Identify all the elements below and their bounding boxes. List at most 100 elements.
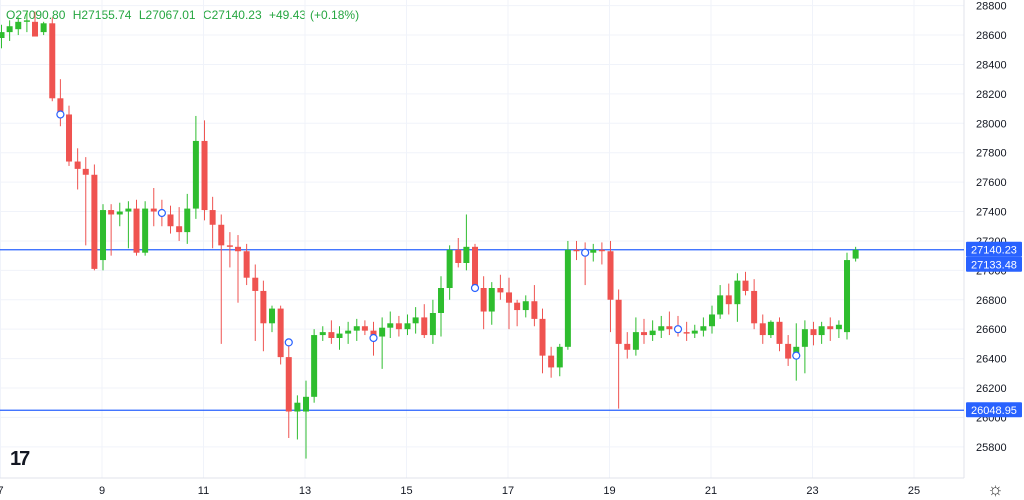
candle-down [66, 114, 73, 162]
candle-down [201, 140, 208, 211]
candle-up [379, 327, 386, 337]
candle-up [649, 330, 656, 336]
close-label: C [202, 8, 212, 22]
candle-down [74, 161, 81, 169]
candle-down [32, 21, 39, 37]
candle-down [615, 299, 622, 344]
candle-down [176, 226, 183, 233]
x-tick-label: 17 [502, 485, 514, 497]
high-label: H [72, 8, 82, 22]
candle-down [243, 251, 250, 278]
candle-up [336, 333, 343, 338]
y-tick-label: 25800 [976, 442, 1007, 454]
candle-up [438, 288, 445, 313]
y-tick-label: 28200 [976, 89, 1007, 101]
change-value: +49.43 [269, 8, 307, 22]
candle-down [683, 332, 690, 334]
candle-down [277, 308, 284, 358]
candle-down [514, 302, 521, 311]
y-tick-label: 26400 [976, 354, 1007, 366]
candle-up [556, 346, 563, 368]
candle-down [361, 326, 368, 331]
candle-down [209, 210, 216, 225]
candle-up [691, 330, 698, 334]
candle-up [734, 280, 741, 305]
candle-up [404, 323, 411, 330]
candle-down [133, 208, 140, 253]
candle-up [446, 249, 453, 288]
candle-up [303, 396, 310, 412]
candle-down [751, 290, 758, 324]
change-percent: (+0.18%) [310, 8, 360, 22]
candle-down [285, 357, 292, 412]
candle-down [742, 280, 749, 291]
y-tick-label: 28800 [976, 1, 1007, 13]
candle-down [641, 332, 648, 336]
y-tick-label: 28600 [976, 30, 1007, 42]
candle-down [57, 98, 64, 115]
candle-down [49, 23, 56, 99]
current-price-label: 27133.48 [971, 260, 1017, 272]
low-value: 27067.01 [145, 8, 196, 22]
candle-up [0, 32, 5, 38]
event-marker [470, 283, 480, 293]
y-tick-label: 26800 [976, 295, 1007, 307]
y-tick-label: 28400 [976, 59, 1007, 71]
event-marker [284, 338, 293, 347]
candle-up [269, 308, 276, 324]
candle-up [709, 314, 716, 327]
candle-up [192, 140, 199, 209]
candle-down [218, 224, 225, 246]
candle-up [488, 288, 495, 312]
y-tick-label: 26600 [976, 324, 1007, 336]
candle-down [497, 288, 504, 293]
candle-down [328, 332, 335, 338]
candle-up [632, 332, 639, 350]
candle-up [835, 324, 842, 330]
x-tick-label: 9 [99, 485, 105, 497]
candle-down [725, 295, 732, 305]
x-tick-label: 23 [806, 485, 818, 497]
candle-down [827, 326, 834, 330]
candle-down [785, 343, 792, 359]
current-price-label-bg [966, 256, 1022, 272]
candle-up [100, 210, 107, 261]
event-marker [673, 325, 683, 334]
candle-up [590, 249, 597, 253]
low-label: L [138, 8, 146, 22]
candle-up [700, 326, 707, 331]
candle-up [345, 330, 352, 334]
candle-down [480, 288, 487, 312]
candle-down [598, 249, 605, 252]
gear-icon[interactable]: ☼ [987, 479, 1004, 499]
candle-down [472, 246, 479, 288]
close-value: 27140.23 [211, 8, 262, 22]
candle-down [370, 330, 377, 337]
x-tick-label: 11 [198, 485, 209, 497]
candle-up [353, 326, 360, 331]
candle-down [506, 292, 513, 303]
candle-down [226, 245, 233, 247]
candle-down [573, 249, 580, 252]
candle-up [125, 208, 132, 212]
candle-up [387, 323, 394, 328]
tradingview-logo[interactable]: 17 [10, 448, 30, 470]
candle-down [624, 343, 631, 350]
candle-up [818, 326, 825, 336]
candle-down [395, 323, 402, 330]
candle-up [767, 321, 774, 336]
hline-price-label-bg [966, 241, 1022, 257]
hline-price-label-bg [966, 402, 1022, 418]
candle-up [6, 26, 13, 33]
hline-price-label: 26048.95 [971, 405, 1017, 417]
hline-price-label: 27140.23 [971, 245, 1017, 257]
candle-up [412, 317, 419, 324]
open-label: O [6, 8, 16, 22]
event-marker [581, 248, 590, 257]
candle-down [167, 214, 174, 227]
open-value: 27090.80 [15, 8, 66, 22]
y-tick-label: 27400 [976, 207, 1007, 219]
candle-down [260, 290, 267, 324]
x-tick-label: 21 [705, 485, 717, 497]
